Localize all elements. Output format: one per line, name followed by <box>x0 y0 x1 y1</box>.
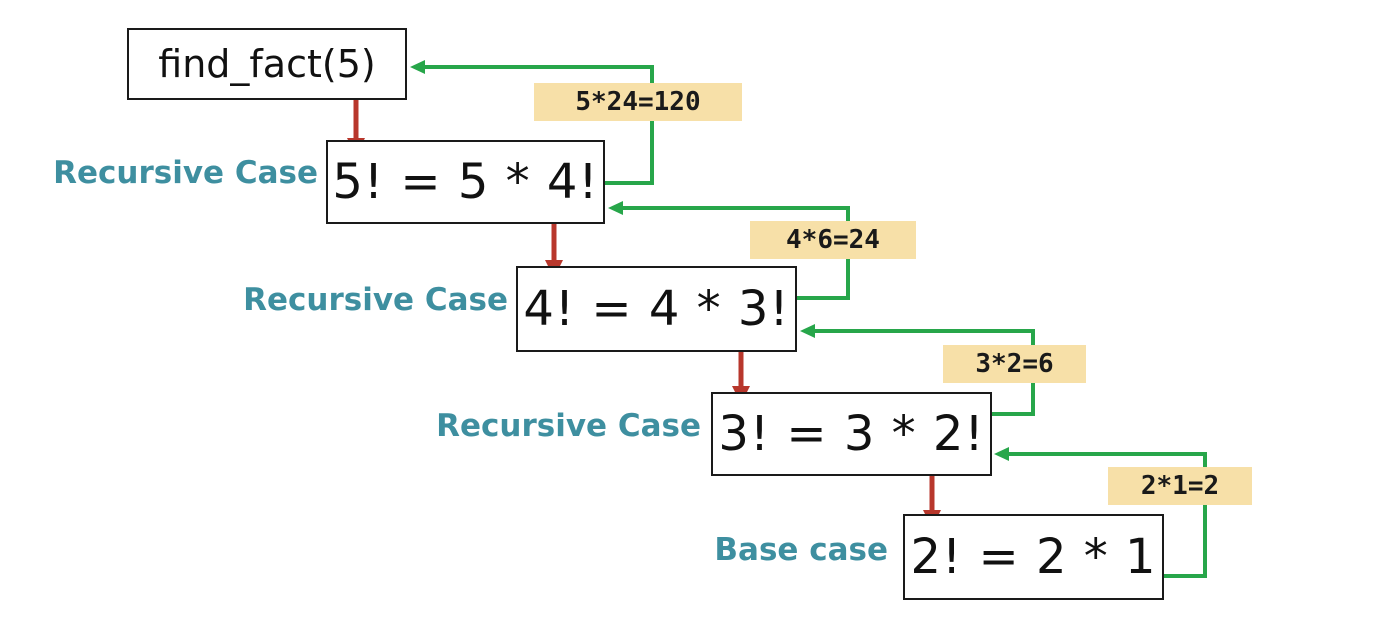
top-call-text: find_fact(5) <box>158 42 376 86</box>
top-call-box: find_fact(5) <box>127 28 407 100</box>
case-label-2: Recursive Case <box>243 282 508 318</box>
equation-text-4: 2! = 2 * 1 <box>910 529 1157 585</box>
equation-box-3: 3! = 3 * 2! <box>711 392 992 476</box>
equation-text-3: 3! = 3 * 2! <box>718 406 985 462</box>
equation-text-2: 4! = 4 * 3! <box>523 281 790 337</box>
equation-box-1: 5! = 5 * 4! <box>326 140 605 224</box>
return-value-label-1: 5*24=120 <box>534 83 742 121</box>
case-label-1: Recursive Case <box>53 155 318 191</box>
case-label-4: Base case <box>714 532 888 568</box>
return-value-label-3: 3*2=6 <box>943 345 1086 383</box>
return-value-label-2: 4*6=24 <box>750 221 916 259</box>
equation-box-2: 4! = 4 * 3! <box>516 266 797 352</box>
case-label-3: Recursive Case <box>436 408 701 444</box>
return-value-label-4: 2*1=2 <box>1108 467 1252 505</box>
equation-text-1: 5! = 5 * 4! <box>332 154 599 210</box>
return-arrow-1 <box>410 60 654 185</box>
equation-box-4: 2! = 2 * 1 <box>903 514 1164 600</box>
return-arrow-4 <box>994 447 1207 578</box>
